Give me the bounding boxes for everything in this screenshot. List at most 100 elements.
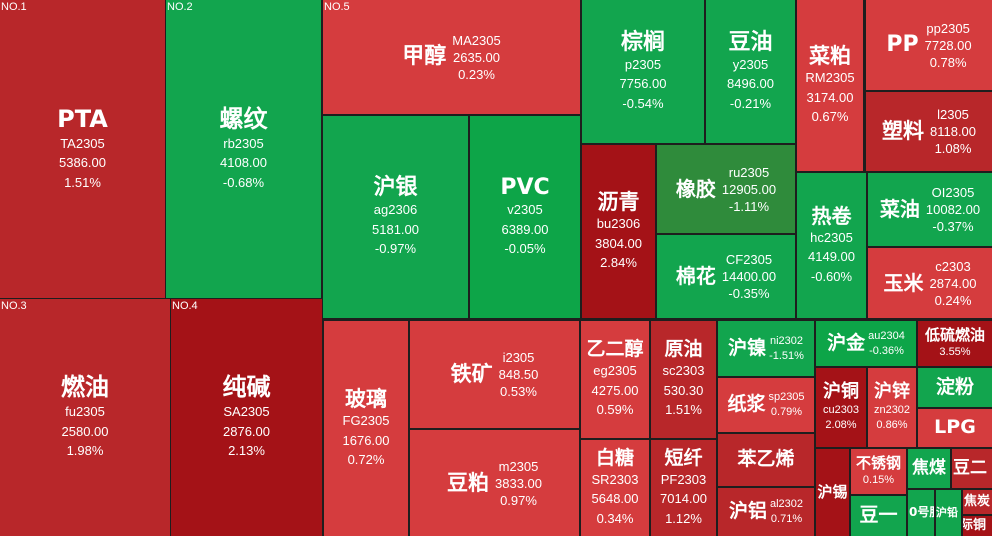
contract-code: MA2305: [452, 32, 501, 48]
contract-code: CF2305: [725, 252, 773, 267]
quote-block: al2302 0.71%: [770, 497, 803, 527]
change-percent: -0.21%: [729, 95, 772, 111]
tile-aluminum[interactable]: 沪铝 al2302 0.71%: [718, 488, 814, 536]
change-percent: 2.08%: [825, 418, 857, 431]
commodity-name: 沥青: [597, 190, 640, 215]
tile-pulp[interactable]: 纸浆 sp2305 0.79%: [718, 378, 814, 432]
commodity-name: PP: [886, 32, 919, 58]
change-percent: 1.51%: [665, 402, 702, 418]
rank-label: NO.2: [167, 1, 193, 13]
tile-rapeseed-meal[interactable]: 菜粕 RM2305 3174.00 0.67%: [797, 0, 863, 171]
tile-plastic[interactable]: 塑料 l2305 8118.00 1.08%: [866, 92, 992, 171]
tile-ethylene-glycol[interactable]: 乙二醇 eg2305 4275.00 0.59%: [581, 321, 649, 438]
change-percent: -0.68%: [222, 174, 265, 190]
contract-code: ag2306: [373, 202, 418, 218]
tile-pp[interactable]: PP pp2305 7728.00 0.78%: [866, 0, 992, 90]
tile-iron-ore[interactable]: 铁矿 i2305 848.50 0.53%: [410, 321, 579, 428]
tile-international-copper[interactable]: 国际铜: [963, 516, 992, 536]
tile-gold[interactable]: 沪金 au2304 -0.36%: [816, 321, 916, 366]
tile-rapeseed-oil[interactable]: 菜油 OI2305 10082.00 -0.37%: [868, 173, 992, 246]
change-percent: 1.98%: [66, 443, 104, 459]
contract-code: sp2305: [768, 391, 805, 403]
price: 2635.00: [453, 49, 500, 65]
tile-no0-rubber[interactable]: 0号胶: [908, 490, 934, 536]
tile-pvc[interactable]: PVC v2305 6389.00 -0.05%: [470, 116, 580, 318]
contract-code: eg2305: [593, 363, 637, 379]
tile-fuel-oil[interactable]: NO.3 燃油 fu2305 2580.00 1.98%: [0, 299, 170, 536]
price: 3804.00: [595, 235, 642, 251]
quote-block: i2305 848.50 0.53%: [499, 349, 539, 400]
contract-code: i2305: [502, 350, 535, 365]
tile-stainless-steel[interactable]: 不锈钢 0.15%: [851, 449, 906, 494]
price: 5648.00: [591, 491, 639, 507]
price: 4149.00: [808, 249, 855, 265]
contract-code: au2304: [868, 329, 905, 342]
contract-code: v2305: [507, 202, 543, 218]
change-percent: 0.86%: [876, 418, 908, 431]
commodity-name: 菜粕: [809, 44, 851, 69]
tile-soda-ash[interactable]: NO.4 纯碱 SA2305 2876.00 2.13%: [171, 299, 322, 536]
change-percent: -1.11%: [728, 198, 770, 214]
contract-code: c2303: [935, 258, 971, 274]
price: 1676.00: [342, 432, 390, 448]
price: 14400.00: [721, 269, 777, 284]
contract-code: SR2303: [591, 471, 639, 487]
tile-rubber[interactable]: 橡胶 ru2305 12905.00 -1.11%: [657, 145, 795, 233]
tile-zinc[interactable]: 沪锌 zn2302 0.86%: [868, 368, 916, 447]
tile-corn[interactable]: 玉米 c2303 2874.00 0.24%: [868, 248, 992, 318]
tile-nickel[interactable]: 沪镍 ni2302 -1.51%: [718, 321, 814, 376]
tile-soybean-oil[interactable]: 豆油 y2305 8496.00 -0.21%: [706, 0, 795, 143]
tile-lpg[interactable]: LPG: [918, 409, 992, 447]
change-percent: 1.12%: [665, 510, 702, 526]
tile-styrene[interactable]: 苯乙烯: [718, 434, 814, 486]
contract-code: cu2303: [822, 403, 860, 416]
change-percent: 1.51%: [64, 174, 101, 190]
change-percent: -0.60%: [810, 268, 853, 284]
tile-staple-fiber[interactable]: 短纤 PF2303 7014.00 1.12%: [651, 440, 716, 536]
tile-bitumen[interactable]: 沥青 bu2306 3804.00 2.84%: [582, 145, 655, 318]
tile-lead[interactable]: 沪铅: [936, 490, 961, 536]
quote-block: CF2305 14400.00 -0.35%: [722, 251, 776, 302]
contract-code: OI2305: [931, 185, 975, 200]
commodity-name: 螺纹: [219, 104, 268, 133]
tile-hot-rolled-coil[interactable]: 热卷 hc2305 4149.00 -0.60%: [797, 173, 866, 318]
price: 12905.00: [721, 181, 777, 197]
commodity-name: PVC: [500, 175, 550, 201]
tile-copper[interactable]: 沪铜 cu2303 2.08%: [816, 368, 866, 447]
commodity-name: LPG: [934, 416, 976, 439]
tile-methanol[interactable]: NO.5 甲醇 MA2305 2635.00 0.23%: [323, 0, 580, 114]
commodity-name: 橡胶: [675, 176, 716, 201]
commodity-name: 玻璃: [345, 387, 387, 412]
tile-low-sulfur-fuel-oil[interactable]: 低硫燃油 3.55%: [918, 321, 992, 366]
tile-coke[interactable]: 焦炭: [963, 490, 992, 514]
tile-soybean-no2[interactable]: 豆二: [952, 449, 992, 488]
price: 7728.00: [924, 37, 972, 53]
tile-soybean-no1[interactable]: 豆一: [851, 496, 906, 536]
contract-code: l2305: [937, 107, 969, 122]
price: 8496.00: [727, 76, 774, 92]
tile-cotton[interactable]: 棉花 CF2305 14400.00 -0.35%: [657, 235, 795, 318]
contract-code: fu2305: [65, 404, 105, 420]
commodity-name: 玉米: [883, 270, 924, 295]
commodity-name: 棕榈: [620, 29, 665, 55]
tile-tin[interactable]: 沪锡: [816, 449, 849, 536]
tile-crude-oil[interactable]: 原油 sc2303 530.30 1.51%: [651, 321, 716, 438]
quote-block: c2303 2874.00 0.24%: [930, 258, 977, 309]
tile-pta[interactable]: NO.1 PTA TA2305 5386.00 1.51%: [0, 0, 165, 298]
tile-sugar[interactable]: 白糖 SR2303 5648.00 0.34%: [581, 440, 649, 536]
commodity-name: 豆二: [953, 457, 987, 478]
contract-code: hc2305: [810, 229, 853, 245]
commodity-name: 原油: [664, 338, 703, 361]
change-percent: 0.59%: [596, 402, 634, 418]
tile-glass[interactable]: 玻璃 FG2305 1676.00 0.72%: [324, 321, 408, 536]
contract-code: y2305: [732, 56, 769, 72]
change-percent: 0.34%: [596, 510, 634, 526]
tile-coking-coal[interactable]: 焦煤: [908, 449, 950, 488]
quote-block: m2305 3833.00 0.97%: [495, 458, 542, 509]
tile-soybean-meal[interactable]: 豆粕 m2305 3833.00 0.97%: [410, 430, 579, 536]
tile-palm-oil[interactable]: 棕榈 p2305 7756.00 -0.54%: [582, 0, 704, 143]
quote-block: MA2305 2635.00 0.23%: [452, 32, 500, 83]
tile-rebar[interactable]: NO.2 螺纹 rb2305 4108.00 -0.68%: [166, 0, 321, 298]
tile-starch[interactable]: 淀粉: [918, 368, 992, 407]
tile-silver[interactable]: 沪银 ag2306 5181.00 -0.97%: [323, 116, 468, 318]
